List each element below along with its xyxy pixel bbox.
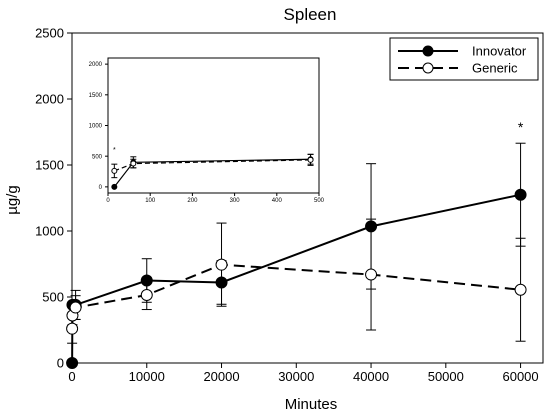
generic-point bbox=[140, 289, 153, 302]
inset-significance-annotation: * bbox=[113, 147, 116, 154]
generic-point bbox=[69, 301, 82, 314]
generic-line bbox=[71, 263, 521, 329]
inset-y-tick-label: 500 bbox=[92, 154, 103, 160]
plot-frame bbox=[71, 32, 544, 364]
legend-box bbox=[389, 37, 539, 81]
y-tick-label: 1000 bbox=[35, 224, 64, 239]
generic-point bbox=[66, 322, 79, 335]
legend-innovator-label: Innovator bbox=[472, 44, 527, 59]
x-tick-label: 40000 bbox=[353, 369, 389, 384]
x-tick-label: 0 bbox=[68, 369, 75, 384]
y-tick-label: 500 bbox=[42, 290, 64, 305]
legend-innovator-marker bbox=[422, 45, 434, 57]
inset-plot-frame bbox=[107, 57, 320, 194]
inset-generic-line bbox=[114, 159, 311, 172]
inset-y-tick-label: 1500 bbox=[89, 93, 103, 99]
x-tick-label: 10000 bbox=[129, 369, 165, 384]
x-tick-label: 50000 bbox=[428, 369, 464, 384]
y-tick-label: 0 bbox=[57, 356, 64, 371]
inset-x-tick-label: 500 bbox=[314, 198, 325, 204]
chart-title: Spleen bbox=[284, 5, 337, 24]
y-tick-label: 2500 bbox=[35, 26, 64, 41]
main-plot: 0 10000 20000 30000 40000 50000 60000050010001… bbox=[35, 26, 544, 384]
y-tick-label: 2000 bbox=[35, 92, 64, 107]
legend-generic-label: Generic bbox=[472, 61, 518, 76]
y-axis-label: µg/g bbox=[4, 185, 21, 215]
inset-x-tick-label: 300 bbox=[230, 198, 241, 204]
generic-point bbox=[365, 268, 378, 281]
inset-innovator-line bbox=[113, 158, 311, 188]
x-axis-label: Minutes bbox=[285, 396, 338, 413]
x-tick-label: 60000 bbox=[502, 369, 538, 384]
innovator-point bbox=[514, 188, 527, 201]
inset-generic-point bbox=[130, 160, 137, 167]
x-tick-label: 20000 bbox=[203, 369, 239, 384]
inset-y-tick-label: 1000 bbox=[89, 124, 103, 130]
inset-innovator-point bbox=[111, 183, 118, 190]
inset-y-tick-label: 0 bbox=[99, 185, 103, 191]
inset-generic-point bbox=[307, 156, 314, 163]
innovator-line bbox=[71, 193, 521, 364]
inset-x-tick-label: 100 bbox=[145, 198, 156, 204]
inset-x-tick-label: 0 bbox=[106, 198, 110, 204]
inset-plot: 0 100 200 300 400 500 0 500 1000 1500 2000 * bbox=[89, 57, 325, 204]
inset-x-tick-label: 200 bbox=[187, 198, 198, 204]
x-tick-label: 30000 bbox=[278, 369, 314, 384]
innovator-point bbox=[66, 357, 79, 369]
inset-x-tick-label: 400 bbox=[272, 198, 283, 204]
legend-generic-marker bbox=[422, 62, 434, 74]
legend: Innovator Generic bbox=[389, 37, 539, 81]
inset-y-tick-label: 2000 bbox=[89, 62, 103, 68]
y-tick-label: 1500 bbox=[35, 158, 64, 173]
significance-annotation: * bbox=[518, 119, 524, 135]
inset-generic-point bbox=[111, 167, 118, 174]
generic-point bbox=[514, 283, 527, 296]
generic-point bbox=[215, 258, 228, 271]
